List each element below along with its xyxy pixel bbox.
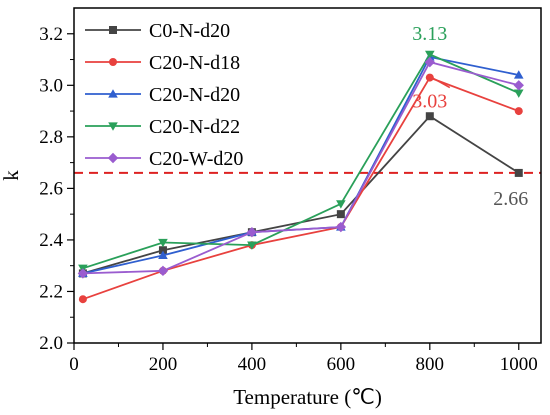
y-tick-label: 2.0: [39, 333, 63, 354]
data-point: [514, 107, 523, 116]
legend-label: C20-W-d20: [149, 148, 243, 170]
data-point: [335, 221, 347, 233]
x-tick-label: 0: [69, 354, 79, 375]
legend-item: C20-N-d22: [85, 116, 240, 138]
y-tick-label: 3.0: [39, 75, 63, 96]
annotation-label: 3.03: [412, 91, 447, 113]
axis-ticks: 0 200 400 600 800 1000 2.0 2.2 2.4 2.6 2.8 3.0 3.2: [39, 24, 538, 375]
data-point: [158, 250, 168, 259]
data-point: [425, 73, 434, 82]
data-point: [247, 241, 257, 250]
x-tick-label: 400: [238, 354, 267, 375]
legend-marker: [109, 58, 117, 66]
series-c20-n-d22: [78, 50, 524, 274]
legend-label: C20-N-d22: [149, 116, 240, 138]
x-tick-label: 600: [327, 354, 356, 375]
legend-label: C0-N-d20: [149, 20, 230, 42]
y-tick-label: 2.8: [39, 127, 63, 148]
series-c20-w-d20: [77, 56, 524, 279]
x-axis-title: Temperature (℃): [233, 385, 382, 409]
legend-marker: [107, 152, 119, 164]
data-point: [158, 246, 167, 255]
data-point: [158, 238, 168, 248]
legend-item: C20-N-d18: [85, 52, 240, 74]
data-point: [513, 70, 524, 79]
data-point: [77, 268, 89, 279]
data-point: [513, 80, 524, 91]
data-point: [157, 265, 169, 277]
y-tick-label: 3.2: [39, 24, 63, 45]
legend-label: C20-N-d18: [149, 52, 240, 74]
legend-marker: [108, 89, 118, 98]
data-point: [336, 200, 346, 209]
legend: C0-N-d20 C20-N-d18 C20-N-d20 C20-N-d22 C20-W…: [85, 20, 243, 170]
data-point: [424, 56, 436, 68]
y-tick-label: 2.6: [39, 178, 63, 199]
legend-item: C0-N-d20: [85, 20, 230, 42]
annotation-layer: 3.13 3.03 2.66: [412, 23, 528, 210]
data-point: [425, 112, 434, 121]
data-point: [78, 295, 87, 304]
data-point: [513, 89, 524, 98]
annotation-label: 3.13: [412, 23, 447, 45]
series-c20-n-d20: [78, 52, 524, 278]
series-line: [82, 53, 520, 270]
y-tick-label: 2.2: [39, 281, 63, 302]
annotation-leader: [431, 76, 451, 89]
series-line: [82, 115, 520, 275]
y-tick-label: 2.4: [39, 230, 63, 251]
x-tick-label: 800: [416, 354, 445, 375]
legend-label: C20-N-d20: [149, 84, 240, 106]
x-tick-label: 1000: [500, 354, 538, 375]
legend-marker: [109, 26, 117, 34]
data-point: [425, 50, 435, 60]
legend-item: C20-W-d20: [85, 148, 243, 170]
data-point: [246, 226, 258, 238]
series-layer: [77, 50, 524, 304]
data-point: [514, 168, 523, 177]
legend-item: C20-N-d20: [85, 84, 240, 106]
series-c20-n-d18: [78, 73, 523, 304]
y-axis-title: k: [0, 170, 23, 181]
series-c0-n-d20: [78, 112, 523, 278]
series-line: [82, 61, 520, 275]
annotation-label: 2.66: [493, 188, 528, 210]
series-line: [82, 76, 520, 301]
x-tick-label: 200: [149, 354, 178, 375]
plot-frame: [73, 7, 542, 344]
data-point: [336, 210, 345, 219]
legend-marker: [108, 122, 118, 131]
